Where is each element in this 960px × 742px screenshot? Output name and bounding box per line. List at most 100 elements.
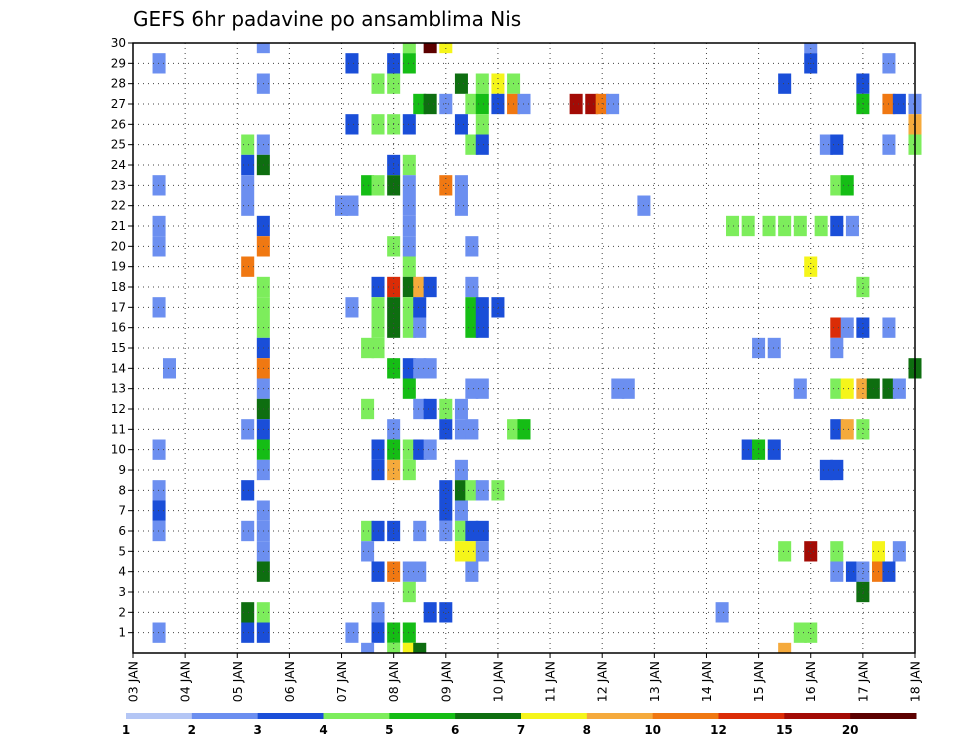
heatmap-cell <box>402 43 416 54</box>
heatmap-cell <box>423 276 437 298</box>
heatmap-cell <box>767 337 781 359</box>
heatmap-cell <box>423 93 437 115</box>
heatmap-cell <box>402 53 416 74</box>
x-tick-label: 16 JAN <box>803 661 818 702</box>
heatmap-cell <box>387 642 401 653</box>
heatmap-cell <box>892 541 906 562</box>
heatmap-cell <box>413 358 427 379</box>
x-tick-label: 11 JAN <box>543 661 558 702</box>
legend-label: 12 <box>710 723 727 737</box>
heatmap-cell <box>778 215 792 237</box>
legend-swatch <box>389 713 456 719</box>
heatmap-cell <box>345 297 359 318</box>
heatmap-cell <box>241 419 255 440</box>
heatmap-cell <box>830 175 844 196</box>
heatmap-cell <box>856 419 870 440</box>
heatmap-cell <box>241 175 255 196</box>
heatmap-cell <box>361 337 375 359</box>
legend-swatch <box>191 713 259 719</box>
y-tick-label: 16 <box>111 321 126 335</box>
chart-title: GEFS 6hr padavine po ansamblima Nis <box>133 7 521 31</box>
y-tick-label: 19 <box>111 260 126 274</box>
heatmap-cell <box>152 297 166 318</box>
y-tick-label: 14 <box>111 361 126 375</box>
heatmap-cell <box>423 602 437 623</box>
heatmap-cell <box>892 93 906 115</box>
legend-swatch <box>586 713 654 719</box>
heatmap-cell <box>804 256 818 277</box>
heatmap-cell <box>402 358 416 379</box>
heatmap-cell <box>454 175 468 196</box>
heatmap-cell <box>819 459 833 481</box>
heatmap-cell <box>152 215 166 237</box>
heatmap-cell <box>439 602 453 623</box>
heatmap-cell <box>475 520 489 542</box>
heatmap-cell <box>830 134 844 155</box>
heatmap-cell <box>413 297 427 318</box>
heatmap-cell <box>465 297 479 318</box>
heatmap-cell <box>241 520 255 542</box>
x-tick-label: 07 JAN <box>334 661 349 702</box>
x-tick-label: 04 JAN <box>178 661 193 702</box>
heatmap-cell <box>778 642 792 653</box>
x-tick-label: 13 JAN <box>647 661 662 702</box>
y-tick-label: 15 <box>111 341 126 355</box>
heatmap-cell <box>569 93 583 115</box>
heatmap-cell <box>335 195 349 216</box>
heatmap-cell <box>830 378 844 399</box>
legend-label: 4 <box>319 723 327 737</box>
heatmap-cell <box>361 520 375 542</box>
heatmap-cell <box>413 520 427 542</box>
x-tick-label: 14 JAN <box>699 661 714 702</box>
heatmap-cell <box>413 642 427 653</box>
heatmap-cell <box>439 175 453 196</box>
x-tick-label: 08 JAN <box>386 661 401 702</box>
heatmap-cell <box>465 236 479 257</box>
y-tick-label: 2 <box>118 605 126 619</box>
heatmap-cell <box>767 439 781 460</box>
x-tick-label: 05 JAN <box>230 661 245 702</box>
heatmap-cell <box>345 195 359 216</box>
y-tick-label: 29 <box>111 56 126 70</box>
cells-layer <box>152 43 922 653</box>
heatmap-cell <box>475 378 489 399</box>
heatmap-cell <box>402 561 416 582</box>
legend-swatch <box>652 713 719 719</box>
heatmap-cell <box>465 561 479 582</box>
y-tick-label: 17 <box>111 300 126 314</box>
heatmap-cell <box>402 297 416 318</box>
legend-swatch <box>784 713 851 719</box>
legend-swatch <box>323 713 390 719</box>
heatmap-cell <box>454 541 468 562</box>
heatmap-cell <box>439 419 453 440</box>
heatmap-cell <box>856 317 870 338</box>
heatmap-cell <box>454 419 468 440</box>
heatmap-cell <box>856 561 870 582</box>
heatmap-cell <box>402 195 416 216</box>
heatmap-cell <box>439 500 453 521</box>
heatmap-cell <box>413 561 427 582</box>
heatmap-cell <box>606 93 620 115</box>
x-tick-label: 06 JAN <box>282 661 297 702</box>
heatmap-cell <box>241 622 255 643</box>
heatmap-cell <box>475 93 489 115</box>
heatmap-cell <box>439 480 453 501</box>
heatmap-cell <box>413 276 427 298</box>
y-tick-label: 3 <box>118 585 126 599</box>
y-axis: 1234567891011121314151617181920212223242… <box>111 36 133 640</box>
heatmap-cell <box>413 398 427 420</box>
heatmap-cell <box>402 581 416 603</box>
heatmap-cell <box>793 378 807 399</box>
legend-label: 5 <box>385 723 393 737</box>
heatmap-cell <box>778 73 792 94</box>
y-tick-label: 8 <box>118 483 126 497</box>
heatmap-cell <box>413 93 427 115</box>
legend-swatch <box>718 713 785 719</box>
heatmap-cell <box>413 317 427 338</box>
legend-label: 6 <box>451 723 459 737</box>
heatmap-cell <box>423 398 437 420</box>
legend-swatch <box>455 713 522 719</box>
y-tick-label: 26 <box>111 117 126 131</box>
y-tick-label: 28 <box>111 77 126 91</box>
